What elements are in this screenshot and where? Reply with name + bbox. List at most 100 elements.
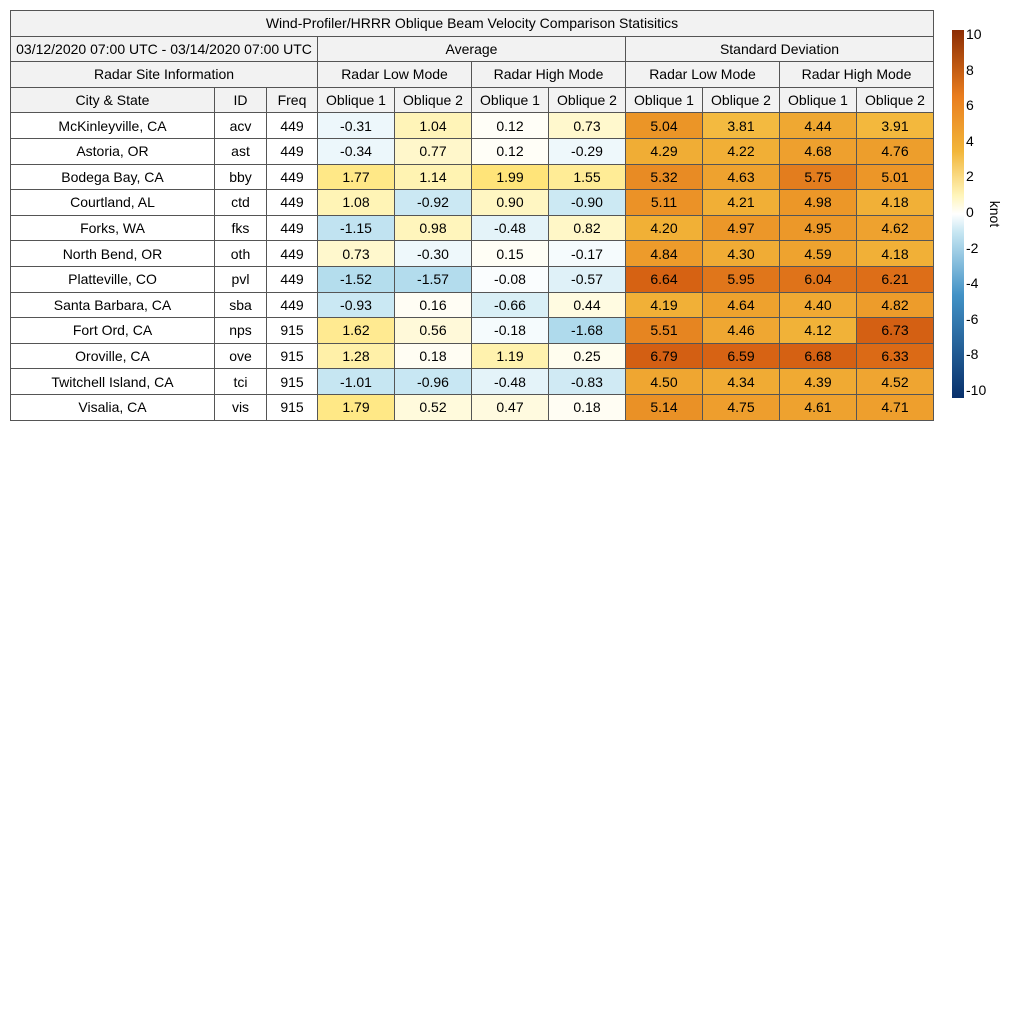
col-header-std-low-oblique-2: Oblique 2 [702,86,780,114]
average-low-oblique-2-cell: 0.98 [394,214,472,242]
site-freq: 449 [266,240,318,267]
site-city: Bodega Bay, CA [10,163,215,191]
std-high-oblique-2-cell: 4.18 [856,240,934,267]
average-low-oblique-1-cell: -1.52 [317,265,395,293]
colorbar-tick-label: 6 [966,97,974,114]
std-low-oblique-2-cell: 6.59 [702,342,780,370]
col-header-city: City & State [10,86,215,114]
average-high-oblique-2-cell: 0.25 [548,342,626,370]
table-row: Astoria, OR ast 449 -0.34 0.77 0.12 -0.29 4.29 4… [10,137,934,165]
column-header-row: City & State ID Freq Oblique 1 Oblique 2… [10,86,934,114]
site-id: fks [214,214,267,242]
col-header-avg-high-oblique-2: Oblique 2 [548,86,626,114]
average-high-oblique-1-cell: -0.18 [471,317,549,344]
average-high-oblique-1-cell: 0.15 [471,240,549,267]
average-high-oblique-1-cell: -0.48 [471,214,549,242]
site-freq: 449 [266,265,318,293]
std-low-oblique-2-cell: 4.46 [702,317,780,344]
colorbar-tick-label: 2 [966,168,974,185]
avg-high-mode-header: Radar High Mode [471,61,626,88]
average-low-oblique-1-cell: 1.08 [317,189,395,216]
site-city: Forks, WA [10,214,215,242]
site-city: North Bend, OR [10,240,215,267]
colorbar-tick-label: 4 [966,132,974,149]
site-freq: 449 [266,291,318,319]
average-low-oblique-2-cell: 0.18 [394,342,472,370]
average-high-oblique-2-cell: 0.18 [548,393,626,421]
site-id: ctd [214,189,267,216]
std-low-oblique-1-cell: 5.32 [625,163,703,191]
average-high-oblique-2-cell: -0.17 [548,240,626,267]
std-low-oblique-1-cell: 5.51 [625,317,703,344]
average-low-oblique-2-cell: 0.16 [394,291,472,319]
average-high-oblique-2-cell: 0.73 [548,112,626,139]
col-header-avg-high-oblique-1: Oblique 1 [471,86,549,114]
std-high-oblique-1-cell: 5.75 [779,163,857,191]
std-high-mode-header: Radar High Mode [779,61,934,88]
table-row: Santa Barbara, CA sba 449 -0.93 0.16 -0.66 0.4… [10,291,934,319]
site-id: ove [214,342,267,370]
std-high-oblique-1-cell: 6.04 [779,265,857,293]
average-high-oblique-2-cell: -1.68 [548,317,626,344]
site-city: Twitchell Island, CA [10,368,215,395]
std-low-oblique-1-cell: 5.04 [625,112,703,139]
std-low-oblique-2-cell: 5.95 [702,265,780,293]
std-high-oblique-1-cell: 6.68 [779,342,857,370]
std-high-oblique-2-cell: 6.21 [856,265,934,293]
std-low-oblique-2-cell: 4.75 [702,393,780,421]
site-id: bby [214,163,267,191]
colorbar-gradient [952,30,964,398]
std-high-oblique-2-cell: 3.91 [856,112,934,139]
site-freq: 449 [266,112,318,139]
col-header-avg-low-oblique-1: Oblique 1 [317,86,395,114]
site-city: Santa Barbara, CA [10,291,215,319]
table-row: Platteville, CO pvl 449 -1.52 -1.57 -0.08 -0.5… [10,265,934,293]
group-row: 03/12/2020 07:00 UTC - 03/14/2020 07:00 … [10,35,934,63]
average-high-oblique-2-cell: -0.29 [548,137,626,165]
site-id: tci [214,368,267,395]
std-high-oblique-1-cell: 4.40 [779,291,857,319]
site-id: pvl [214,265,267,293]
site-city: Oroville, CA [10,342,215,370]
site-city: Astoria, OR [10,137,215,165]
site-id: sba [214,291,267,319]
std-group-header: Standard Deviation [625,35,934,63]
average-high-oblique-1-cell: -0.66 [471,291,549,319]
site-freq: 449 [266,163,318,191]
std-low-oblique-1-cell: 4.20 [625,214,703,242]
site-id: nps [214,317,267,344]
std-high-oblique-2-cell: 6.33 [856,342,934,370]
table-row: Bodega Bay, CA bby 449 1.77 1.14 1.99 1.55 5.32… [10,163,934,191]
col-header-freq: Freq [266,86,318,114]
average-low-oblique-2-cell: 0.52 [394,393,472,421]
site-freq: 449 [266,137,318,165]
std-high-oblique-2-cell: 4.18 [856,189,934,216]
colorbar-tick-label: -10 [966,382,987,398]
average-low-oblique-2-cell: -1.57 [394,265,472,293]
col-header-id: ID [214,86,267,114]
table-row: Twitchell Island, CA tci 915 -1.01 -0.96 -0.4… [10,368,934,395]
std-high-oblique-1-cell: 4.95 [779,214,857,242]
average-high-oblique-1-cell: 1.19 [471,342,549,370]
colorbar-tick-label: -8 [966,346,979,363]
col-header-std-high-oblique-2: Oblique 2 [856,86,934,114]
std-high-oblique-2-cell: 6.73 [856,317,934,344]
table-title: Wind-Profiler/HRRR Oblique Beam Velocity… [10,10,934,37]
std-low-oblique-1-cell: 4.50 [625,368,703,395]
std-low-oblique-1-cell: 4.19 [625,291,703,319]
average-high-oblique-1-cell: 0.12 [471,137,549,165]
std-low-oblique-2-cell: 3.81 [702,112,780,139]
average-low-oblique-1-cell: -0.31 [317,112,395,139]
site-city: Visalia, CA [10,393,215,421]
col-header-std-high-oblique-1: Oblique 1 [779,86,857,114]
colorbar-tick-label: 8 [966,61,974,78]
std-high-oblique-2-cell: 4.82 [856,291,934,319]
site-freq: 449 [266,189,318,216]
colorbar-tick-label: 10 [966,26,982,42]
std-high-oblique-1-cell: 4.44 [779,112,857,139]
site-freq: 915 [266,342,318,370]
site-city: McKinleyville, CA [10,112,215,139]
site-id: ast [214,137,267,165]
average-low-oblique-1-cell: 0.73 [317,240,395,267]
site-city: Fort Ord, CA [10,317,215,344]
